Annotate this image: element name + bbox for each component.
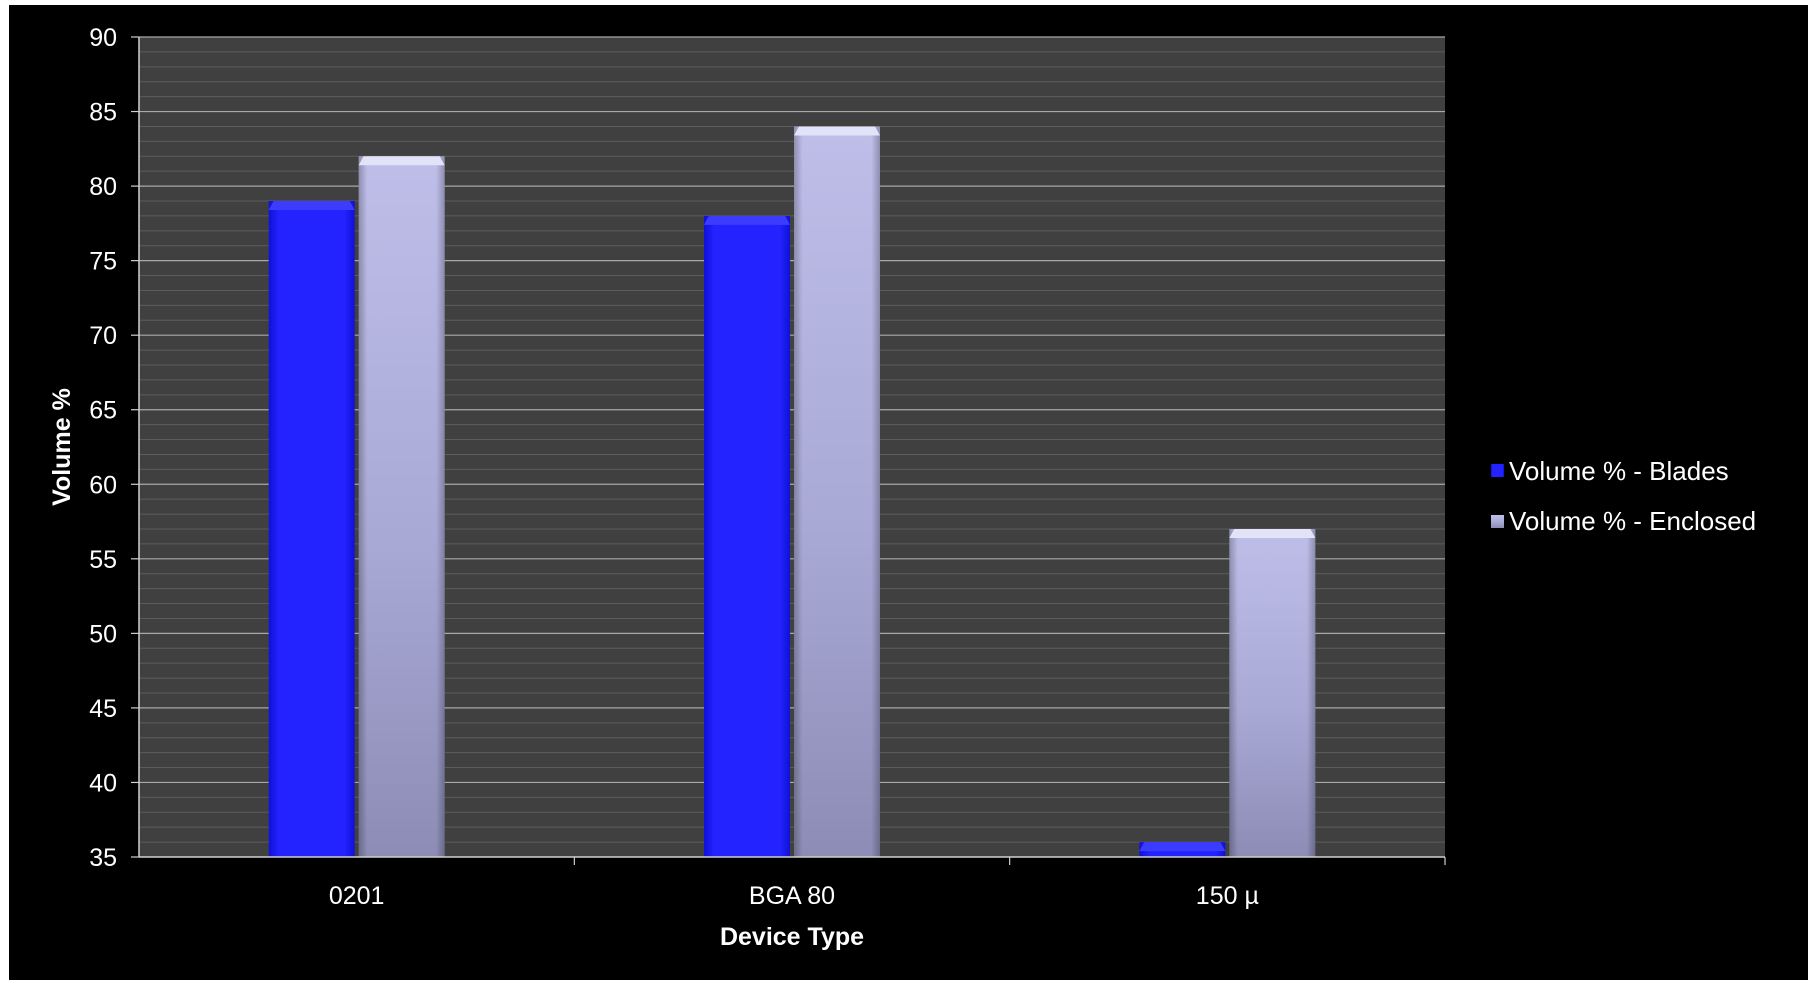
bar-cap — [704, 215, 790, 225]
bar-cap — [358, 156, 445, 166]
y-axis-ticks: 35 40 45 50 55 60 65 70 75 80 85 90 — [89, 24, 139, 872]
bar-body — [704, 215, 790, 858]
bar-cap — [1139, 842, 1226, 852]
y-tick-label: 70 — [89, 322, 117, 350]
x-tick-label: 0201 — [329, 882, 385, 910]
bar-shading — [1229, 529, 1316, 857]
plot-area — [139, 37, 1445, 857]
legend-item-enclosed: Volume % - Enclosed — [1491, 506, 1756, 536]
x-axis-title: Device Type — [720, 923, 864, 951]
bars — [268, 126, 1316, 858]
y-tick-label: 65 — [89, 397, 117, 425]
y-tick-label: 90 — [89, 24, 117, 52]
legend-label-blades: Volume % - Blades — [1509, 456, 1729, 486]
y-tick-label: 60 — [89, 471, 117, 499]
bar-shading — [794, 126, 880, 858]
x-tick-label: 150 µ — [1196, 882, 1259, 910]
y-tick-label: 85 — [89, 99, 117, 127]
bar-enclosed-2 — [1229, 529, 1316, 857]
bar-cap — [1229, 529, 1316, 538]
bar-blades-1 — [704, 215, 790, 858]
y-axis-title: Volume % — [48, 388, 76, 506]
y-tick-label: 50 — [89, 620, 117, 648]
y-tick-label: 35 — [89, 844, 117, 872]
bar-shading — [358, 156, 445, 858]
major-gridlines — [139, 36, 1445, 784]
bar-enclosed-1 — [794, 126, 880, 858]
y-tick-label: 75 — [89, 248, 117, 276]
x-tick-label: BGA 80 — [749, 882, 835, 910]
legend-swatch-enclosed — [1491, 515, 1504, 528]
y-tick-label: 40 — [89, 769, 117, 797]
legend-item-blades: Volume % - Blades — [1491, 456, 1729, 486]
y-tick-label: 80 — [89, 173, 117, 201]
legend: Volume % - Blades Volume % - Enclosed — [1491, 456, 1756, 536]
minor-gridlines — [139, 51, 1445, 843]
legend-label-enclosed: Volume % - Enclosed — [1509, 506, 1756, 536]
bar-blades-2 — [1139, 842, 1226, 857]
x-axis-ticks: 0201 BGA 80 150 µ — [329, 857, 1446, 910]
legend-swatch-blades — [1491, 464, 1504, 477]
bar-cap — [268, 201, 355, 210]
bar-cap — [794, 126, 880, 136]
bar-blades-0 — [268, 201, 355, 857]
bar-enclosed-0 — [358, 156, 445, 858]
y-tick-label: 55 — [89, 546, 117, 574]
bar-body — [268, 201, 355, 857]
y-tick-label: 45 — [89, 695, 117, 723]
